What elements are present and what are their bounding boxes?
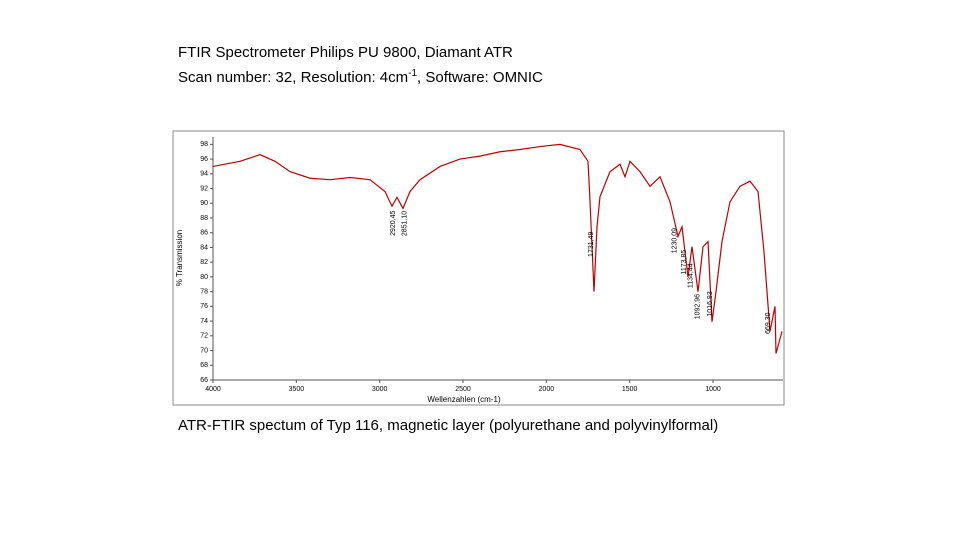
caption: ATR-FTIR spectum of Typ 116, magnetic la… — [178, 417, 719, 434]
y-tick-label: 68 — [200, 362, 208, 369]
x-tick-label: 2500 — [455, 386, 471, 393]
x-tick-label: 3000 — [372, 386, 388, 393]
y-tick-label: 88 — [200, 215, 208, 222]
header-line: FTIR Spectrometer Philips PU 9800, Diama… — [178, 44, 513, 61]
peak-label: 1230,09 — [671, 228, 678, 253]
x-tick-label: 1000 — [705, 386, 721, 393]
header-line: Scan number: 32, Resolution: 4cm-1, Soft… — [178, 68, 543, 86]
y-axis-label: % Transmission — [175, 230, 184, 286]
peak-label: 2920,45 — [390, 210, 397, 235]
y-tick-label: 92 — [200, 185, 208, 192]
y-tick-label: 84 — [200, 244, 208, 251]
y-tick-label: 80 — [200, 274, 208, 281]
y-tick-label: 78 — [200, 288, 208, 295]
peak-label: 2851,10 — [401, 211, 408, 236]
x-axis-label: Wellenzahlen (cm-1) — [427, 395, 501, 404]
peak-label: 1173,85 — [681, 250, 688, 275]
x-tick-label: 3500 — [289, 386, 305, 393]
chart-frame — [172, 130, 785, 406]
y-tick-label: 96 — [200, 156, 208, 163]
y-tick-label: 94 — [200, 171, 208, 178]
y-tick-label: 76 — [200, 303, 208, 310]
peak-label: 1134,44 — [687, 263, 694, 288]
peak-label: 1731,49 — [588, 232, 595, 257]
y-tick-label: 74 — [200, 318, 208, 325]
y-tick-label: 90 — [200, 200, 208, 207]
y-tick-label: 70 — [200, 347, 208, 354]
y-tick-label: 72 — [200, 333, 208, 340]
spectrum-line — [212, 143, 783, 354]
y-tick-label: 82 — [200, 259, 208, 266]
peak-label: 1092,96 — [694, 294, 701, 319]
x-tick-label: 2000 — [539, 386, 555, 393]
y-tick-label: 98 — [200, 141, 208, 148]
y-tick-label: 86 — [200, 230, 208, 237]
peak-label: 1016,93 — [707, 291, 714, 316]
peak-label: 669,30 — [765, 312, 772, 334]
header-text: Scan number: 32, Resolution: 4cm — [178, 69, 409, 86]
header-text: , Software: OMNIC — [417, 69, 543, 86]
y-tick-label: 66 — [200, 377, 208, 384]
header-sup: -1 — [408, 68, 418, 79]
x-tick-label: 1500 — [622, 386, 638, 393]
x-tick-label: 4000 — [205, 386, 221, 393]
